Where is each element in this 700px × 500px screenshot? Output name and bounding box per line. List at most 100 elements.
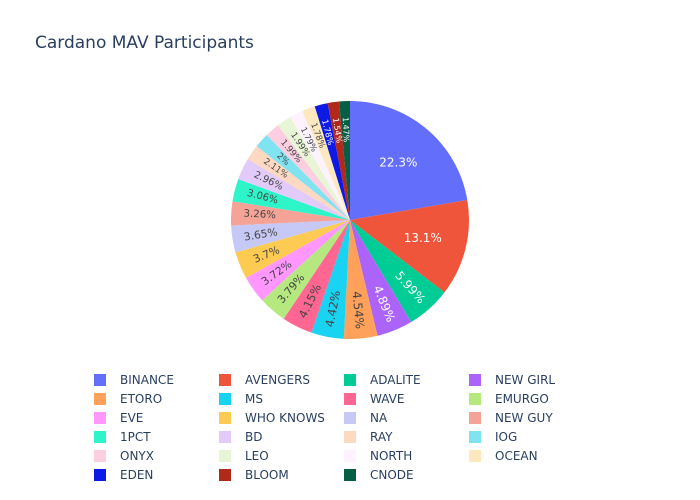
legend-swatch bbox=[219, 411, 231, 424]
legend-item-ocean[interactable]: OCEAN bbox=[465, 446, 590, 465]
pie-slice-leo[interactable] bbox=[277, 117, 350, 220]
legend-label: EVE bbox=[120, 410, 144, 425]
pie-slice-bloom[interactable] bbox=[327, 101, 350, 220]
legend-label: OCEAN bbox=[495, 448, 538, 463]
legend-swatch bbox=[469, 373, 481, 386]
slice-label-avengers: 13.1% bbox=[404, 231, 442, 245]
legend-item-1pct[interactable]: 1PCT bbox=[90, 427, 215, 446]
legend-item-na[interactable]: NA bbox=[340, 408, 465, 427]
pie-slice-who-knows[interactable] bbox=[235, 220, 350, 278]
legend-swatch bbox=[469, 430, 481, 443]
pie-slice-ray[interactable] bbox=[247, 146, 350, 220]
legend-label: ETORO bbox=[120, 391, 163, 406]
pie-slice-na[interactable] bbox=[231, 220, 350, 253]
legend-item-new-girl[interactable]: NEW GIRL bbox=[465, 370, 590, 389]
legend-swatch bbox=[94, 449, 106, 462]
legend-item-eden[interactable]: EDEN bbox=[90, 465, 215, 484]
chart-title: Cardano MAV Participants bbox=[35, 33, 254, 53]
pie-slice-onyx[interactable] bbox=[266, 125, 350, 220]
pie-slice-binance[interactable] bbox=[350, 101, 468, 220]
legend-swatch bbox=[219, 392, 231, 405]
legend-swatch bbox=[344, 468, 356, 481]
legend-swatch bbox=[219, 430, 231, 443]
legend-item-emurgo[interactable]: EMURGO bbox=[465, 389, 590, 408]
legend-swatch bbox=[94, 411, 106, 424]
legend-label: 1PCT bbox=[120, 429, 151, 444]
legend: BINANCE AVENGERS ADALITE NEW GIRL ETORO MS WAV… bbox=[90, 370, 610, 484]
legend-swatch bbox=[94, 392, 106, 405]
legend-item-bd[interactable]: BD bbox=[215, 427, 340, 446]
legend-swatch bbox=[94, 468, 106, 481]
legend-item-eve[interactable]: EVE bbox=[90, 408, 215, 427]
legend-label: BINANCE bbox=[120, 372, 174, 387]
legend-swatch bbox=[219, 373, 231, 386]
pie-slice-ms[interactable] bbox=[311, 220, 350, 339]
legend-item-leo[interactable]: LEO bbox=[215, 446, 340, 465]
legend-label: BD bbox=[245, 429, 263, 444]
pie-slice-avengers[interactable] bbox=[350, 199, 470, 293]
legend-swatch bbox=[344, 373, 356, 386]
legend-swatch bbox=[94, 430, 106, 443]
legend-swatch bbox=[344, 430, 356, 443]
slice-label-etoro: 4.54% bbox=[349, 291, 366, 330]
slice-label-binance: 22.3% bbox=[379, 156, 417, 170]
legend-swatch bbox=[344, 392, 356, 405]
legend-item-who-knows[interactable]: WHO KNOWS bbox=[215, 408, 340, 427]
legend-item-iog[interactable]: IOG bbox=[465, 427, 590, 446]
legend-item-bloom[interactable]: BLOOM bbox=[215, 465, 340, 484]
pie-slice-emurgo[interactable] bbox=[262, 220, 350, 319]
legend-swatch bbox=[344, 449, 356, 462]
pie-slice-bd[interactable] bbox=[238, 159, 350, 220]
pie-slice-ocean[interactable] bbox=[302, 106, 350, 220]
pie-slice-wave[interactable] bbox=[283, 220, 350, 333]
pie-slice-cnode[interactable] bbox=[339, 101, 350, 220]
pie-slice-north[interactable] bbox=[290, 111, 350, 220]
legend-swatch bbox=[344, 411, 356, 424]
legend-item-binance[interactable]: BINANCE bbox=[90, 370, 215, 389]
legend-label: EMURGO bbox=[495, 391, 549, 406]
pie-slice-iog[interactable] bbox=[256, 135, 350, 220]
legend-item-new-guy[interactable]: NEW GUY bbox=[465, 408, 590, 427]
pie-slice-etoro[interactable] bbox=[343, 220, 378, 340]
slice-label-new-guy: 3.26% bbox=[243, 209, 276, 222]
pie-slice-1pct[interactable] bbox=[232, 179, 351, 220]
pie-slice-new-girl[interactable] bbox=[350, 220, 412, 336]
legend-label: EDEN bbox=[120, 467, 154, 482]
legend-label: WHO KNOWS bbox=[245, 410, 325, 425]
legend-swatch bbox=[94, 373, 106, 386]
legend-label: ADALITE bbox=[370, 372, 421, 387]
legend-label: LEO bbox=[245, 448, 269, 463]
legend-swatch bbox=[219, 449, 231, 462]
legend-label: BLOOM bbox=[245, 467, 289, 482]
legend-label: IOG bbox=[495, 429, 518, 444]
legend-item-onyx[interactable]: ONYX bbox=[90, 446, 215, 465]
legend-item-avengers[interactable]: AVENGERS bbox=[215, 370, 340, 389]
legend-item-ray[interactable]: RAY bbox=[340, 427, 465, 446]
legend-label: MS bbox=[245, 391, 263, 406]
legend-label: NEW GUY bbox=[495, 410, 553, 425]
pie-slice-eve[interactable] bbox=[246, 220, 350, 301]
legend-swatch bbox=[469, 411, 481, 424]
legend-item-cnode[interactable]: CNODE bbox=[340, 465, 465, 484]
slice-label-bloom: 1.54% bbox=[331, 117, 344, 144]
legend-label: NORTH bbox=[370, 448, 413, 463]
pie-slice-adalite[interactable] bbox=[350, 220, 445, 323]
legend-item-etoro[interactable]: ETORO bbox=[90, 389, 215, 408]
pie-slice-new-guy[interactable] bbox=[231, 201, 350, 226]
legend-item-wave[interactable]: WAVE bbox=[340, 389, 465, 408]
legend-item-north[interactable]: NORTH bbox=[340, 446, 465, 465]
legend-item-adalite[interactable]: ADALITE bbox=[340, 370, 465, 389]
slice-label-cnode: 1.47% bbox=[341, 117, 351, 143]
legend-item-ms[interactable]: MS bbox=[215, 389, 340, 408]
pie-slice-eden[interactable] bbox=[314, 103, 350, 220]
legend-swatch bbox=[219, 468, 231, 481]
legend-label: RAY bbox=[370, 429, 393, 444]
legend-swatch bbox=[469, 392, 481, 405]
legend-label: WAVE bbox=[370, 391, 405, 406]
slice-label-ms: 4.42% bbox=[322, 289, 343, 328]
legend-label: CNODE bbox=[370, 467, 414, 482]
legend-label: AVENGERS bbox=[245, 372, 311, 387]
legend-label: NEW GIRL bbox=[495, 372, 556, 387]
